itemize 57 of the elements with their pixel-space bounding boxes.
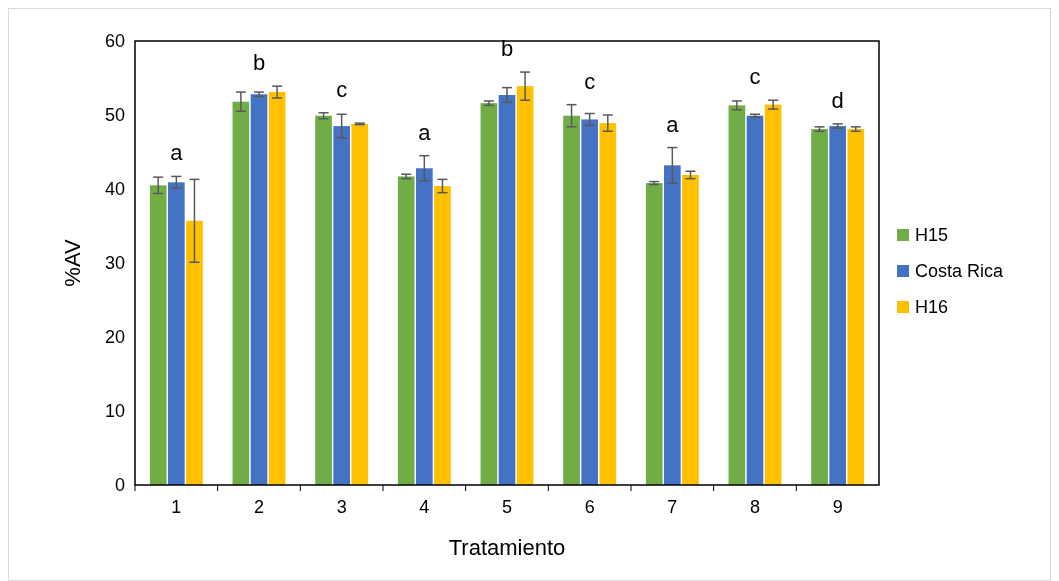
annotation: b bbox=[252, 50, 266, 76]
bar bbox=[434, 186, 451, 485]
annotation: c bbox=[749, 64, 761, 90]
annotation: b bbox=[500, 36, 514, 62]
bar bbox=[268, 92, 286, 485]
y-tick-label: 30 bbox=[104, 253, 125, 274]
y-tick-label: 50 bbox=[104, 105, 125, 126]
bar bbox=[168, 182, 185, 485]
bar bbox=[645, 183, 663, 485]
legend-label: H16 bbox=[915, 297, 949, 318]
legend-label: Costa Rica bbox=[915, 261, 1005, 282]
bar bbox=[397, 176, 415, 485]
annotation: c bbox=[336, 76, 348, 102]
bar bbox=[315, 115, 332, 485]
x-tick-label: 6 bbox=[584, 497, 595, 517]
x-tick-label: 8 bbox=[749, 497, 761, 517]
y-tick-label: 40 bbox=[104, 179, 125, 200]
bar bbox=[728, 105, 746, 485]
x-tick-label: 4 bbox=[419, 497, 430, 517]
x-tick-label: 7 bbox=[667, 497, 678, 517]
bar bbox=[351, 123, 369, 485]
x-tick-label: 5 bbox=[501, 497, 513, 517]
bar bbox=[250, 94, 268, 485]
bar bbox=[682, 174, 699, 485]
bar bbox=[333, 126, 350, 485]
bar bbox=[847, 129, 865, 485]
annotation: a bbox=[666, 111, 680, 137]
bar bbox=[563, 115, 580, 485]
annotation: a bbox=[170, 140, 184, 166]
annotation: c bbox=[584, 68, 596, 94]
bar bbox=[764, 104, 782, 485]
x-tick-label: 9 bbox=[832, 497, 843, 517]
bar bbox=[516, 86, 534, 485]
y-tick-label: 0 bbox=[114, 475, 125, 496]
annotation: d bbox=[831, 87, 844, 113]
bar bbox=[480, 103, 498, 485]
x-tick-label: 3 bbox=[336, 497, 347, 517]
y-tick-label: 10 bbox=[104, 401, 125, 422]
bar bbox=[498, 95, 516, 485]
y-tick-label: 60 bbox=[104, 31, 125, 52]
bar bbox=[149, 185, 167, 485]
bar bbox=[581, 119, 598, 485]
bar bbox=[811, 129, 828, 485]
y-tick-label: 20 bbox=[104, 327, 125, 348]
bar bbox=[599, 123, 617, 485]
bar bbox=[746, 115, 764, 485]
y-axis-title: %AV bbox=[60, 239, 85, 287]
bar bbox=[664, 165, 681, 485]
legend-label: H15 bbox=[915, 225, 949, 246]
annotation: a bbox=[418, 119, 432, 145]
x-tick-label: 2 bbox=[253, 497, 265, 517]
x-axis-title: Tratamiento bbox=[448, 535, 566, 560]
bar bbox=[829, 126, 846, 485]
bar bbox=[416, 168, 433, 485]
bar bbox=[186, 220, 203, 485]
x-tick-label: 1 bbox=[171, 497, 182, 517]
bar bbox=[232, 101, 250, 485]
